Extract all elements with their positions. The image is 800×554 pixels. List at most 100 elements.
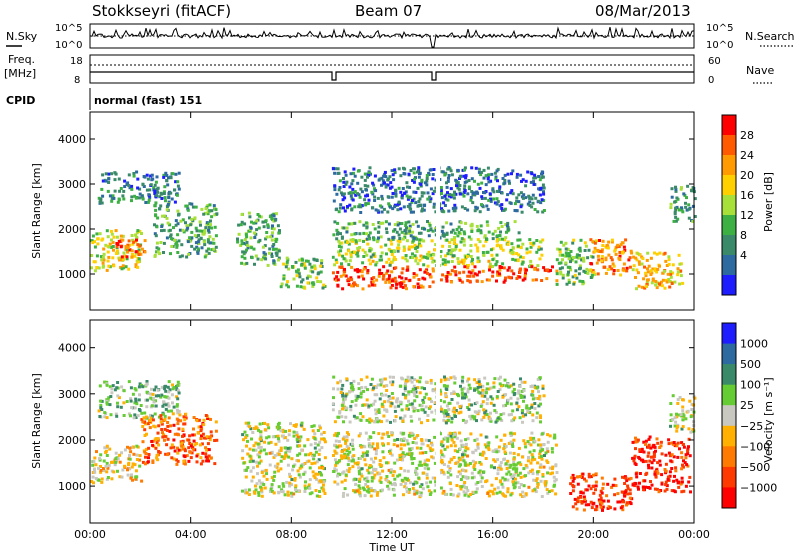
velocity-cell — [248, 425, 252, 429]
power-cell — [247, 229, 251, 233]
power-cell — [407, 196, 411, 200]
power-cell — [450, 269, 454, 273]
power-cell — [500, 191, 504, 195]
velocity-cell — [148, 419, 152, 422]
power-cell — [423, 270, 427, 274]
power-cell — [559, 270, 563, 274]
power-cell — [122, 266, 126, 270]
power-cell — [350, 207, 354, 211]
power-cell — [529, 245, 533, 249]
velocity-cell — [476, 481, 480, 484]
power-cell — [535, 239, 539, 242]
velocity-cell — [456, 392, 459, 396]
velocity-cell — [161, 435, 165, 439]
velocity-cell — [466, 387, 470, 391]
velocity-cell — [579, 495, 583, 499]
velocity-cell — [518, 385, 522, 388]
velocity-cell — [460, 391, 464, 395]
velocity-cell — [378, 472, 382, 476]
velocity-cell — [426, 444, 430, 448]
power-cell — [478, 186, 482, 190]
velocity-cell — [299, 423, 303, 427]
velocity-cell — [450, 458, 454, 462]
velocity-cell — [403, 414, 407, 418]
power-cell — [130, 249, 134, 253]
power-cell — [402, 249, 406, 253]
power-cell — [198, 229, 202, 233]
velocity-cell — [531, 384, 534, 388]
power-cell — [239, 244, 243, 247]
power-cell — [249, 226, 253, 230]
velocity-cell — [120, 475, 124, 479]
velocity-cell — [100, 477, 104, 481]
velocity-cell — [184, 412, 188, 416]
velocity-cell — [628, 488, 632, 492]
power-cell — [446, 191, 449, 195]
velocity-cell — [105, 383, 109, 387]
velocity-cell — [493, 466, 496, 470]
power-cell — [480, 181, 484, 185]
velocity-cell — [402, 431, 406, 435]
velocity-cell — [385, 478, 389, 482]
power-cell — [236, 237, 239, 241]
velocity-cell — [338, 473, 342, 477]
power-cell — [375, 278, 379, 282]
power-cell — [416, 186, 420, 190]
power-cell — [535, 250, 539, 254]
power-cell — [177, 171, 181, 175]
velocity-cell — [166, 424, 170, 428]
velocity-cell — [272, 491, 276, 495]
velocity-cell — [387, 395, 391, 399]
power-cell — [447, 174, 451, 177]
velocity-cell — [368, 464, 372, 467]
velocity-cell — [434, 483, 438, 487]
power-cell — [658, 282, 661, 286]
power-cell — [564, 251, 568, 255]
velocity-cell — [414, 387, 418, 391]
power-cell — [645, 282, 649, 286]
velocity-cell — [103, 411, 107, 415]
velocity-cell — [620, 490, 624, 494]
velocity-cell — [402, 493, 405, 497]
power-cell — [414, 236, 418, 240]
power-cell — [387, 257, 391, 261]
velocity-cell — [422, 471, 426, 475]
velocity-cell — [688, 475, 692, 479]
velocity-cell — [373, 447, 377, 451]
power-cell — [439, 186, 443, 189]
velocity-cell — [455, 436, 459, 440]
power-cell — [450, 280, 453, 284]
velocity-cell — [466, 390, 470, 394]
velocity-cell — [623, 475, 627, 479]
power-cell — [467, 270, 471, 274]
power-cell — [679, 269, 683, 273]
velocity-cell — [448, 482, 452, 486]
power-cell — [351, 179, 355, 183]
velocity-cell — [511, 409, 515, 413]
velocity-cell — [475, 419, 478, 423]
velocity-cell — [285, 449, 289, 453]
power-cell — [491, 258, 495, 262]
velocity-cell — [682, 459, 685, 463]
power-cell — [243, 262, 247, 266]
velocity-cell — [122, 389, 126, 393]
power-cell — [426, 197, 430, 201]
power-cell — [119, 187, 123, 190]
velocity-cell — [613, 507, 617, 511]
power-cell — [156, 216, 160, 220]
velocity-cell — [579, 491, 583, 494]
velocity-cell — [249, 427, 253, 431]
power-cell — [470, 228, 474, 232]
velocity-cell — [296, 469, 300, 473]
power-cell — [628, 265, 632, 269]
power-cell — [150, 178, 154, 182]
velocity-cell — [554, 464, 558, 468]
velocity-cell — [518, 486, 521, 489]
power-cell — [193, 216, 197, 220]
velocity-cell — [362, 486, 365, 490]
power-cell — [575, 255, 579, 259]
velocity-cell — [349, 382, 353, 386]
velocity-cell — [345, 431, 349, 435]
power-cell — [196, 250, 200, 254]
velocity-cell — [412, 409, 416, 413]
